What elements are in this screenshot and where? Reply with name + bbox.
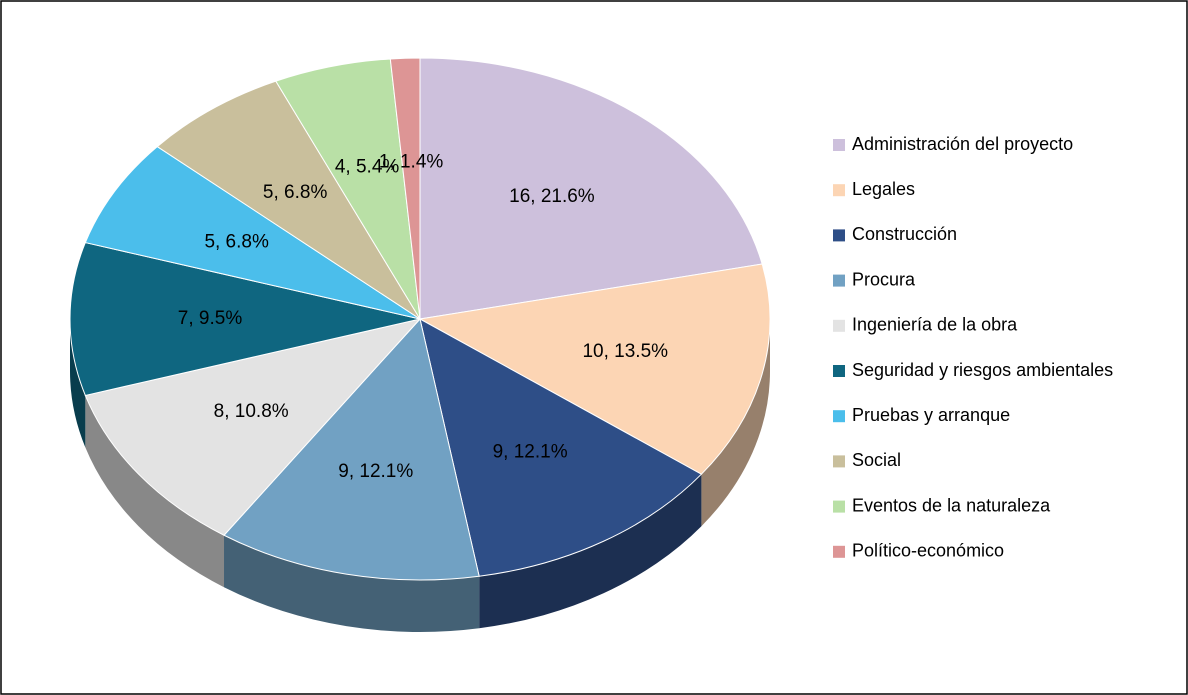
slice-side xyxy=(701,319,770,527)
legend-swatch xyxy=(833,500,845,513)
legend-label: Construcción xyxy=(852,224,957,244)
data-label: 4, 5.4% xyxy=(335,156,400,177)
slice-side xyxy=(85,395,225,588)
data-label: 8, 10.8% xyxy=(214,401,289,422)
legend-swatch xyxy=(833,184,845,197)
slice-side xyxy=(224,535,480,632)
slice xyxy=(418,263,771,475)
data-label: 5, 6.8% xyxy=(263,182,328,203)
slice xyxy=(84,318,422,536)
legend-label: Procura xyxy=(852,269,916,289)
legend-label: Social xyxy=(852,450,901,470)
data-label: 16, 21.6% xyxy=(509,186,595,207)
legend-swatch xyxy=(833,410,845,423)
slice xyxy=(419,318,703,577)
legend-swatch xyxy=(833,365,845,377)
data-label: 9, 12.1% xyxy=(493,441,568,462)
data-label: 5, 6.8% xyxy=(204,232,269,253)
legend-label: Legales xyxy=(852,179,915,199)
slice xyxy=(156,80,421,320)
slice xyxy=(223,317,480,581)
legend-label: Eventos de la naturaleza xyxy=(852,495,1051,515)
data-label: 9, 12.1% xyxy=(338,461,413,482)
legend-swatch xyxy=(833,319,845,332)
legend-swatch xyxy=(833,139,845,151)
legend-swatch xyxy=(833,455,845,468)
slice xyxy=(419,57,763,320)
slice xyxy=(389,57,421,320)
legend-label: Administración del proyecto xyxy=(852,134,1073,154)
data-label: 10, 13.5% xyxy=(582,341,668,362)
legend-label: Ingeniería de la obra xyxy=(852,315,1018,335)
legend-label: Pruebas y arranque xyxy=(852,405,1010,425)
slice-side xyxy=(479,474,702,629)
slice xyxy=(69,241,421,397)
slice-side xyxy=(70,319,86,448)
legend-swatch xyxy=(833,274,845,287)
data-label: 7, 9.5% xyxy=(178,308,243,329)
legend-swatch xyxy=(833,229,845,242)
legend-swatch xyxy=(833,545,845,558)
legend-label: Político-económico xyxy=(852,541,1004,561)
data-label: 1, 1.4% xyxy=(379,152,444,173)
legend-label: Seguridad y riesgos ambientales xyxy=(852,360,1113,380)
slice xyxy=(84,145,421,320)
